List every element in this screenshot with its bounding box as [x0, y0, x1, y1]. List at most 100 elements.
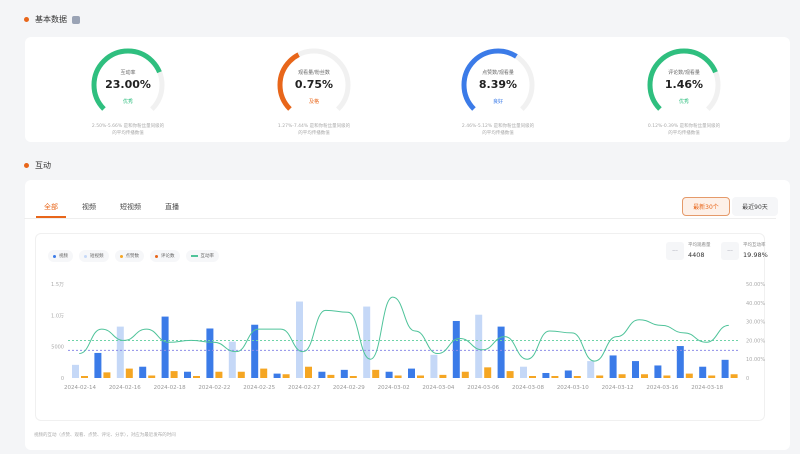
legend-label: 点赞数: [125, 254, 140, 259]
views-bar: [609, 355, 617, 378]
legend-label: 评论数: [161, 254, 175, 259]
likes-bar: [685, 373, 693, 378]
likes-bar: [282, 374, 290, 378]
x-tick-label: 2024-03-08: [512, 385, 544, 391]
gauge-description: 2.46%-5.12% 是和你粉丝量同级的 的平均传播数值: [461, 124, 535, 136]
likes-bar: [125, 368, 133, 378]
gauge-label: 互动率: [120, 70, 136, 76]
chart-footnote: 视频的互动（点赞、观看、点赞、评论、分享），对应为最近发布的时间: [34, 433, 176, 438]
chart-legend: 视频 短视频 点赞数 评论数 互动率: [48, 250, 219, 262]
left-tick-label: 0: [61, 376, 64, 382]
likes-bar: [193, 376, 200, 378]
interaction-heading: 互动: [35, 161, 51, 170]
likes-bar: [596, 375, 604, 378]
tabs: 全部 视频 短视频 直播: [44, 202, 179, 212]
x-tick-label: 2024-03-02: [378, 385, 410, 391]
likes-bar: [506, 371, 514, 378]
tab-short-video[interactable]: 短视频: [120, 203, 141, 211]
views-bar: [452, 320, 460, 378]
likes-bar: [663, 375, 671, 378]
likes-bar: [349, 376, 357, 378]
right-tick-label: 50.00%: [746, 282, 765, 288]
views-bar: [340, 369, 348, 378]
views-bar: [542, 372, 550, 378]
x-tick-label: 2024-02-29: [333, 385, 365, 391]
legend-item[interactable]: 视频: [48, 250, 73, 262]
gauge-arc: [461, 48, 535, 111]
views-bar: [564, 370, 572, 378]
gauge-level: 优秀: [122, 99, 133, 105]
likes-bar: [484, 367, 492, 378]
views-bar: [94, 352, 102, 378]
views-bar: [654, 365, 662, 378]
likes-bar: [529, 376, 536, 378]
more-icon: ···: [721, 242, 739, 260]
tab-all[interactable]: 全部: [44, 203, 58, 211]
legend-item[interactable]: 点赞数: [114, 250, 144, 262]
likes-bar: [305, 366, 312, 378]
gauge-value: 23.00%: [105, 78, 151, 91]
last-90-days-button[interactable]: 最近90天: [732, 197, 778, 216]
x-tick-label: 2024-02-25: [243, 385, 275, 391]
basic-data-title: 基本数据: [24, 14, 80, 25]
views-bar: [273, 373, 281, 378]
views-bar: [206, 328, 214, 378]
views-bar: [475, 314, 483, 378]
gauge-description: 2.50%-5.66% 是和你粉丝量同级的 的平均传播数值: [91, 124, 165, 136]
x-tick-label: 2024-03-18: [691, 385, 723, 391]
right-tick-label: 40.00%: [746, 301, 765, 307]
avg-rate-stat: ··· 平均互动率 19.98%: [721, 242, 768, 260]
legend-item[interactable]: 评论数: [150, 250, 180, 262]
stat-value: 4408: [688, 251, 705, 259]
gauge-level: 优秀: [678, 99, 689, 105]
legend-marker-icon: [155, 254, 158, 258]
active-tab-indicator: [36, 216, 66, 218]
x-tick-label: 2024-03-04: [422, 385, 454, 391]
x-tick-label: 2024-03-12: [602, 385, 634, 391]
left-tick-label: 5000: [51, 345, 64, 351]
more-icon: ···: [666, 242, 684, 260]
x-tick-label: 2024-03-06: [467, 385, 499, 391]
interaction-rate-line: [79, 296, 729, 362]
tabs-divider: [24, 218, 776, 219]
x-tick-label: 2024-02-16: [109, 385, 141, 391]
likes-bar: [260, 368, 268, 378]
basic-data-card: 互动率 23.00% 优秀 2.50%-5.66% 是和你粉丝量同级的 的平均传播…: [25, 37, 790, 142]
likes-bar: [394, 375, 402, 378]
interaction-card: [25, 180, 790, 450]
x-tick-label: 2024-02-14: [64, 385, 96, 391]
right-tick-label: 0: [746, 376, 749, 382]
gauge-label: 评论数/观看量: [668, 70, 700, 76]
tab-video[interactable]: 视频: [82, 203, 96, 211]
stat-value: 19.98%: [743, 251, 768, 259]
legend-item[interactable]: 短视频: [79, 250, 109, 262]
gauge-value: 1.46%: [664, 78, 704, 91]
tab-live[interactable]: 直播: [165, 203, 179, 211]
views-bar: [520, 366, 527, 378]
likes-bar: [618, 374, 626, 378]
gauge-level: 及格: [308, 99, 319, 105]
legend-label: 互动率: [200, 254, 215, 259]
views-bar: [116, 326, 124, 378]
right-tick-label: 10.00%: [746, 357, 765, 363]
stat-label: 平均观看量: [688, 243, 711, 248]
legend-item[interactable]: 互动率: [185, 250, 219, 262]
legend-marker-icon: [190, 255, 198, 257]
basic-data-heading: 基本数据: [35, 15, 67, 24]
copy-icon[interactable]: [72, 15, 80, 24]
legend-marker-icon: [84, 254, 87, 258]
gauge-3: 点赞数/观看量 8.39% 良好 2.46%-5.12% 是和你粉丝量同级的 的平…: [428, 45, 568, 137]
x-tick-label: 2024-02-27: [288, 385, 320, 391]
gauge-4: 评论数/观看量 1.46% 优秀 0.12%-0.39% 是和你粉丝量同级的 的平…: [614, 45, 754, 137]
views-bar: [587, 361, 595, 378]
views-bar: [318, 371, 326, 378]
stat-label: 平均互动率: [743, 243, 766, 248]
likes-bar: [215, 371, 223, 378]
latest-30-button[interactable]: 最新30个: [682, 197, 730, 216]
likes-bar: [148, 375, 156, 378]
views-bar: [497, 326, 505, 378]
views-bar: [721, 359, 729, 378]
x-tick-label: 2024-03-16: [646, 385, 678, 391]
right-tick-label: 20.00%: [746, 338, 765, 344]
